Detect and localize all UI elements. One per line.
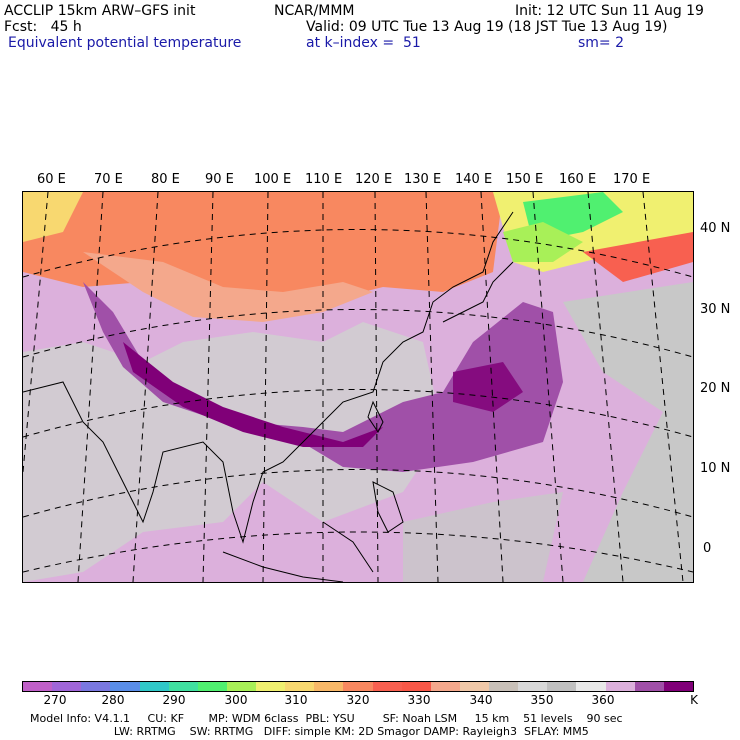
graticule: [23, 192, 693, 582]
colorbar-segment: [518, 682, 548, 691]
theta-e-field: [23, 192, 693, 582]
cb-tick-320: 320: [346, 693, 370, 707]
model-title: ACCLIP 15km ARW–GFS init: [4, 3, 196, 19]
colorbar-segment: [605, 682, 635, 691]
cb-tick-300: 300: [224, 693, 248, 707]
colorbar-segment: [663, 682, 693, 691]
lon-label-100e: 100 E: [254, 172, 292, 187]
cb-tick-270: 270: [43, 693, 67, 707]
colorbar-segment: [314, 682, 344, 691]
lon-label-70e: 70 E: [94, 172, 123, 187]
model-info-line2: LW: RRTMG SW: RRTMG DIFF: simple KM: 2D …: [30, 725, 589, 738]
cb-tick-340: 340: [469, 693, 493, 707]
gray-region-pacific: [563, 282, 693, 582]
model-info-line1: Model Info: V4.1.1 CU: KF MP: WDM 6class…: [30, 712, 623, 725]
smoothing-label: sm= 2: [578, 35, 625, 51]
lat-label-40n: 40 N: [700, 221, 731, 236]
warm-band-south-edge: [83, 252, 373, 322]
cb-tick-280: 280: [101, 693, 125, 707]
colorbar-segment: [401, 682, 431, 691]
colorbar-segment: [110, 682, 140, 691]
cool-ring-northeast: [503, 222, 583, 262]
colorbar-segment: [343, 682, 373, 691]
purple-monsoon-band: [83, 282, 563, 472]
coastlines: [23, 211, 514, 582]
lat-label-30n: 30 N: [700, 302, 731, 317]
lon-label-110e: 110 E: [305, 172, 343, 187]
gray-region-south: [403, 492, 563, 582]
colorbar-segment: [634, 682, 664, 691]
lon-label-130e: 130 E: [404, 172, 442, 187]
lat-label-20n: 20 N: [700, 381, 731, 396]
colorbar-segment: [226, 682, 256, 691]
cb-tick-290: 290: [162, 693, 186, 707]
lon-label-170e: 170 E: [613, 172, 651, 187]
typhoon-core: [453, 362, 523, 412]
lon-label-90e: 90 E: [205, 172, 234, 187]
colorbar-segment: [139, 682, 169, 691]
lat-label-0: 0: [703, 541, 712, 556]
cb-tick-310: 310: [284, 693, 308, 707]
lon-label-160e: 160 E: [559, 172, 597, 187]
warm-patch-west: [23, 192, 83, 242]
colorbar-segment: [81, 682, 111, 691]
lon-label-60e: 60 E: [37, 172, 66, 187]
colorbar-segment: [489, 682, 519, 691]
institution-label: NCAR/MMM: [274, 3, 355, 19]
colorbar-segment: [197, 682, 227, 691]
map-panel: [22, 191, 694, 583]
valid-time: Valid: 09 UTC Tue 13 Aug 19 (18 JST Tue …: [306, 19, 668, 35]
field-name: Equivalent potential temperature: [8, 35, 242, 51]
colorbar-segment: [547, 682, 577, 691]
lon-label-140e: 140 E: [455, 172, 493, 187]
cb-tick-330: 330: [407, 693, 431, 707]
cb-tick-360: 360: [591, 693, 615, 707]
lon-label-80e: 80 E: [151, 172, 180, 187]
colorbar-segment: [372, 682, 402, 691]
colorbar-segment: [256, 682, 286, 691]
forecast-hour: Fcst: 45 h: [4, 19, 82, 35]
cb-tick-350: 350: [530, 693, 554, 707]
lat-label-10n: 10 N: [700, 461, 731, 476]
colorbar-segment: [23, 682, 53, 691]
colorbar-segment: [168, 682, 198, 691]
gray-region-india: [23, 322, 443, 582]
level-index: at k–index = 51: [306, 35, 421, 51]
colorbar-segment: [285, 682, 315, 691]
cb-unit-label: K: [690, 693, 698, 707]
init-time: Init: 12 UTC Sun 11 Aug 19: [515, 3, 704, 19]
colorbar-segment: [52, 682, 82, 691]
lon-label-120e: 120 E: [355, 172, 393, 187]
colorbar-segment: [459, 682, 489, 691]
lon-label-150e: 150 E: [506, 172, 544, 187]
colorbar-segment: [576, 682, 606, 691]
colorbar: [22, 681, 694, 692]
colorbar-segment: [430, 682, 460, 691]
purple-core-band: [123, 342, 383, 447]
